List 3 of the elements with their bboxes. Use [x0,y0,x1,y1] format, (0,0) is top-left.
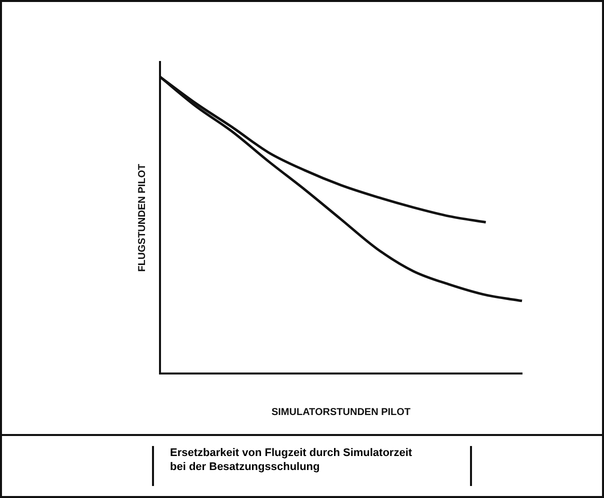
text: Ersetzbarkeit von Flugzeit durch Simulatorzeit bei der Besatzungsschulung [152,446,472,486]
y-axis-title: FLUGSTUNDEN PILOT [136,164,148,272]
x-axis-title: SIMULATORSTUNDEN PILOT [271,406,411,418]
